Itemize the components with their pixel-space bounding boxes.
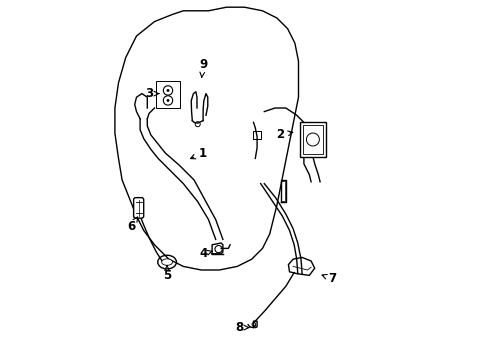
Circle shape (166, 89, 169, 92)
Bar (303, 125, 322, 154)
Text: 4: 4 (199, 247, 212, 260)
Bar (300, 122, 325, 157)
FancyBboxPatch shape (133, 198, 143, 218)
Text: 6: 6 (127, 217, 138, 233)
Text: 7: 7 (322, 273, 336, 285)
Text: 1: 1 (190, 147, 207, 159)
Circle shape (166, 99, 169, 102)
Ellipse shape (162, 259, 172, 265)
Text: 3: 3 (145, 87, 159, 100)
Text: 8: 8 (235, 321, 248, 334)
Text: 2: 2 (276, 129, 292, 141)
Text: 5: 5 (163, 266, 171, 282)
Text: 9: 9 (199, 58, 207, 77)
Bar (156, 81, 179, 108)
